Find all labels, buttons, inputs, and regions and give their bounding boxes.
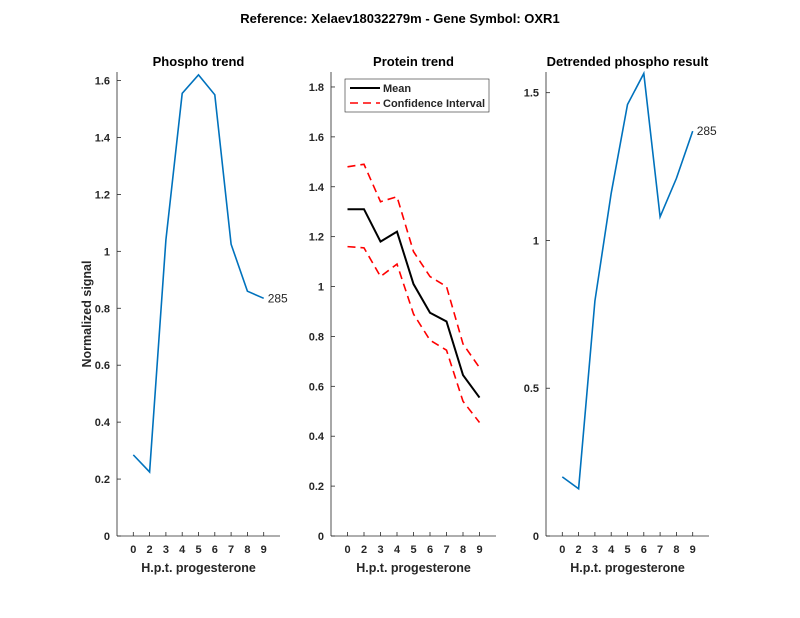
x-tick-label: 6: [212, 544, 218, 556]
x-tick-label: 2: [147, 544, 153, 556]
x-tick-label: 0: [559, 544, 565, 556]
x-tick-label: 2: [361, 544, 367, 556]
y-tick-label: 1.8: [309, 82, 324, 94]
x-axis-label: H.p.t. progesterone: [141, 561, 256, 575]
series-line: [561, 70, 694, 491]
x-tick-label: 7: [228, 544, 234, 556]
x-tick-label: 7: [657, 544, 663, 556]
y-tick-label: 0.6: [95, 360, 110, 372]
x-tick-label: 4: [179, 544, 186, 556]
y-tick-label: 0.8: [309, 331, 324, 343]
y-tick-label: 0.5: [524, 383, 539, 395]
y-tick-label: 0.4: [95, 417, 111, 429]
y-tick-label: 1.6: [95, 76, 110, 88]
series-line: [347, 245, 481, 423]
x-tick-label: 8: [673, 544, 679, 556]
y-tick-label: 0: [318, 531, 324, 543]
y-tick-label: 1.2: [309, 232, 324, 244]
y-tick-label: 0.4: [309, 431, 325, 443]
panel-2: 0 2 3 4 5 6 7 8 900.20.40.60.811.21.41.61.8Prote…: [309, 54, 496, 575]
x-tick-label: 8: [244, 544, 250, 556]
x-tick-label: 0: [130, 544, 136, 556]
x-tick-label: 7: [443, 544, 449, 556]
x-axis-label: H.p.t. progesterone: [356, 561, 471, 575]
x-tick-label: 0: [344, 544, 350, 556]
x-tick-label: 4: [608, 544, 615, 556]
y-tick-label: 0.2: [95, 474, 110, 486]
figure-suptitle: Reference: Xelaev18032279m - Gene Symbol…: [240, 11, 559, 26]
legend-ci-label: Confidence Interval: [383, 98, 485, 110]
legend-mean-label: Mean: [383, 83, 411, 95]
y-tick-label: 0: [104, 531, 110, 543]
x-tick-label: 5: [410, 544, 416, 556]
legend-box: [344, 78, 490, 113]
y-tick-label: 1: [318, 282, 324, 294]
panel-title: Protein trend: [373, 54, 454, 69]
series-end-label: 285: [697, 124, 717, 138]
x-tick-label: 6: [427, 544, 433, 556]
series-end-label: 285: [268, 291, 288, 305]
series-line: [132, 73, 265, 474]
y-tick-label: 0: [533, 531, 539, 543]
y-tick-label: 1.4: [95, 132, 111, 144]
x-tick-label: 2: [576, 544, 582, 556]
x-tick-label: 3: [592, 544, 598, 556]
series-line: [347, 163, 481, 369]
y-tick-label: 1.6: [309, 132, 324, 144]
x-tick-label: 4: [394, 544, 401, 556]
panel-1: 0 2 3 4 5 6 7 8 900.20.40.60.811.21.41.6Phospho …: [80, 54, 288, 575]
x-tick-label: 9: [690, 544, 696, 556]
y-tick-label: 1: [533, 235, 539, 247]
x-tick-label: 8: [460, 544, 466, 556]
series-line: [347, 208, 481, 399]
y-tick-label: 1.2: [95, 189, 110, 201]
x-tick-label: 9: [476, 544, 482, 556]
x-tick-label: 9: [261, 544, 267, 556]
y-tick-label: 1.4: [309, 182, 325, 194]
y-tick-label: 0.2: [309, 481, 324, 493]
x-tick-label: 5: [624, 544, 630, 556]
x-tick-label: 6: [641, 544, 647, 556]
y-tick-label: 0.6: [309, 381, 324, 393]
x-tick-label: 3: [377, 544, 383, 556]
y-tick-label: 1.5: [524, 88, 539, 100]
y-axis-label: Normalized signal: [80, 261, 94, 368]
x-tick-label: 5: [195, 544, 201, 556]
panel-title: Detrended phospho result: [547, 54, 709, 69]
panel-title: Phospho trend: [153, 54, 245, 69]
y-tick-label: 1: [104, 246, 110, 258]
y-tick-label: 0.8: [95, 303, 110, 315]
x-tick-label: 3: [163, 544, 169, 556]
legend: Mean Confidence Interval: [344, 78, 490, 113]
x-axis-label: H.p.t. progesterone: [570, 561, 685, 575]
